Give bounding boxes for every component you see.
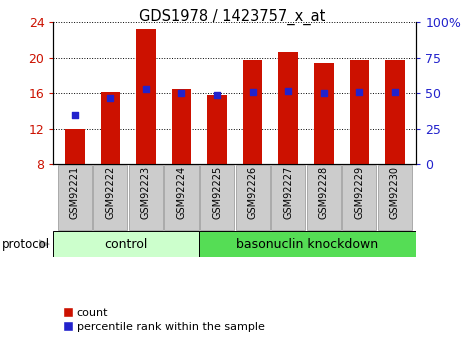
Point — [285, 89, 292, 94]
Text: GSM92225: GSM92225 — [212, 166, 222, 219]
Bar — [165, 165, 199, 230]
Bar — [199, 231, 416, 257]
Text: GSM92221: GSM92221 — [70, 166, 80, 219]
Text: control: control — [104, 238, 148, 250]
Bar — [243, 60, 262, 164]
Point — [71, 112, 79, 118]
Point — [356, 89, 363, 95]
Bar — [100, 92, 120, 164]
Bar — [306, 165, 341, 230]
Bar — [350, 60, 369, 164]
Point — [249, 89, 256, 95]
Text: basonuclin knockdown: basonuclin knockdown — [236, 238, 379, 250]
Point — [320, 90, 327, 96]
Bar — [314, 63, 333, 164]
Point — [106, 95, 114, 100]
Bar — [271, 165, 305, 230]
Point — [178, 90, 185, 96]
Legend: count, percentile rank within the sample: count, percentile rank within the sample — [59, 304, 269, 336]
Text: protocol: protocol — [2, 238, 50, 250]
Bar — [65, 129, 85, 164]
Text: GSM92223: GSM92223 — [141, 166, 151, 219]
Text: GSM92224: GSM92224 — [177, 166, 186, 219]
Bar — [378, 165, 412, 230]
Bar — [207, 95, 227, 164]
Text: GSM92229: GSM92229 — [354, 166, 364, 219]
Text: GSM92226: GSM92226 — [247, 166, 258, 219]
Bar — [385, 60, 405, 164]
Point — [391, 89, 399, 95]
Bar — [279, 52, 298, 164]
Text: GSM92228: GSM92228 — [319, 166, 329, 219]
Text: GSM92227: GSM92227 — [283, 166, 293, 219]
Bar — [58, 165, 92, 230]
Bar — [136, 29, 156, 164]
Text: GDS1978 / 1423757_x_at: GDS1978 / 1423757_x_at — [140, 9, 326, 25]
Text: GSM92222: GSM92222 — [106, 166, 115, 219]
Polygon shape — [39, 239, 50, 249]
Text: GSM92230: GSM92230 — [390, 166, 400, 219]
Bar — [236, 165, 270, 230]
Bar — [172, 89, 191, 164]
Bar — [53, 231, 199, 257]
Bar — [129, 165, 163, 230]
Point — [142, 86, 150, 91]
Bar — [342, 165, 376, 230]
Point — [213, 92, 221, 98]
Bar — [93, 165, 127, 230]
Bar — [200, 165, 234, 230]
